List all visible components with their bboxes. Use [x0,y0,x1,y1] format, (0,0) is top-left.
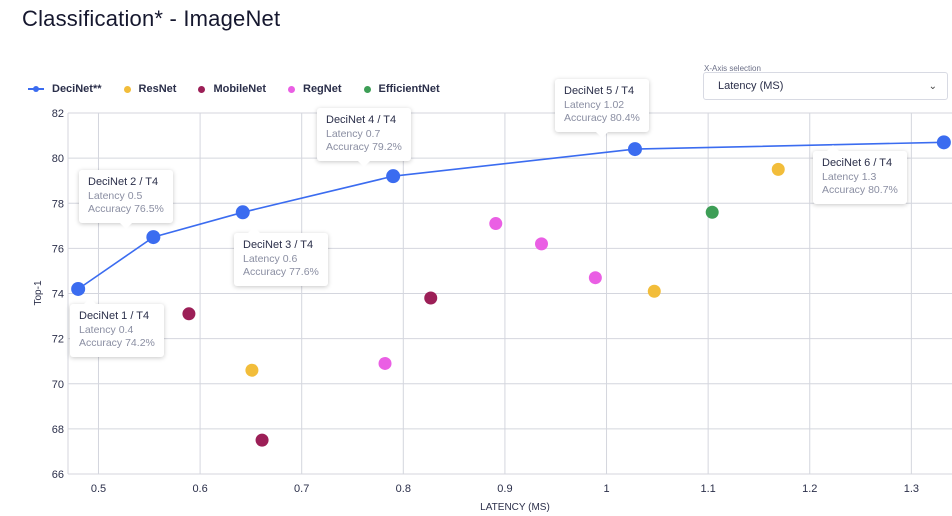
x-tick-label: 1.1 [700,483,715,495]
legend-label-resnet: ResNet [138,83,177,95]
tooltip-title: DeciNet 5 / T4 [564,85,635,97]
data-point-efficientnet [705,205,719,219]
tooltip-title: DeciNet 2 / T4 [88,176,159,188]
data-point-decinet [146,230,161,245]
data-point-decinet [71,281,86,296]
legend-item-mobilenet[interactable]: MobileNet [198,83,266,95]
x-tick-label: 1 [603,483,609,495]
legend-item-resnet[interactable]: ResNet [123,83,177,95]
y-tick-label: 82 [52,108,64,120]
y-tick-label: 66 [52,469,64,481]
chart-legend: DeciNet** ResNet MobileNet RegNet Effici… [28,83,440,95]
series-line-decinet [77,141,944,290]
data-point-resnet [245,363,259,377]
tooltip-latency: Latency 0.6 [243,252,298,265]
x-axis-select[interactable]: Latency (MS) ⌄ [703,72,948,100]
data-point-decinet [386,169,401,184]
page-title: Classification* - ImageNet [22,6,281,31]
tooltip-decinet-1: DeciNet 1 / T4 Latency 0.4 Accuracy 74.2… [70,298,164,357]
legend-item-decinet[interactable]: DeciNet** [28,83,102,95]
legend-label-efficientnet: EfficientNet [378,83,440,95]
tooltip-decinet-3: DeciNet 3 / T4 Latency 0.6 Accuracy 77.6… [234,227,328,286]
legend-label-regnet: RegNet [303,83,342,95]
data-point-mobilenet [255,433,269,447]
tooltip-title: DeciNet 6 / T4 [822,157,893,169]
tooltip-latency: Latency 0.5 [88,189,143,202]
tooltip-latency: Latency 0.7 [326,127,381,140]
legend-item-regnet[interactable]: RegNet [288,83,342,95]
tooltip-accuracy: Accuracy 74.2% [79,337,155,349]
data-point-decinet [627,142,642,157]
tooltip-latency: Latency 1.02 [564,98,625,111]
x-tick-label: 1.2 [802,483,817,495]
y-tick-label: 72 [52,334,64,346]
x-tick-label: 0.6 [192,483,207,495]
data-point-regnet [534,237,548,251]
tooltip-accuracy: Accuracy 80.4% [564,112,640,124]
tooltip-accuracy: Accuracy 80.7% [822,184,898,196]
x-axis-selection-label: X-Axis selection [704,64,761,73]
data-point-mobilenet [424,291,438,305]
tooltip-decinet-5: DeciNet 5 / T4 Latency 1.02 Accuracy 80.… [555,79,649,137]
tooltip-title: DeciNet 1 / T4 [79,310,150,322]
legend-marker-mobilenet [198,85,206,93]
x-tick-label: 0.5 [91,483,106,495]
y-tick-label: 80 [52,153,64,165]
tooltip-accuracy: Accuracy 77.6% [243,266,319,278]
tooltip-decinet-2: DeciNet 2 / T4 Latency 0.5 Accuracy 76.5… [79,170,173,228]
tooltip-accuracy: Accuracy 76.5% [88,203,164,215]
tooltip-decinet-6: DeciNet 6 / T4 Latency 1.3 Accuracy 80.7… [813,145,907,204]
legend-marker-resnet [123,85,131,93]
data-point-regnet [588,271,602,285]
data-point-regnet [489,217,503,231]
x-tick-label: 0.8 [396,483,411,495]
tooltip-latency: Latency 1.3 [822,170,877,183]
legend-marker-regnet [288,85,295,93]
data-point-decinet [235,205,250,220]
x-tick-label: 1.3 [904,483,919,495]
chevron-down-icon[interactable]: ⌄ [928,80,937,92]
tooltip-accuracy: Accuracy 79.2% [326,141,402,153]
legend-marker-decinet [28,86,44,92]
legend-item-efficientnet[interactable]: EfficientNet [363,83,440,95]
x-axis-label: LATENCY (MS) [480,502,550,513]
tooltip-decinet-4: DeciNet 4 / T4 Latency 0.7 Accuracy 79.2… [317,108,411,166]
y-tick-label: 70 [52,379,64,391]
legend-marker-efficientnet [363,85,371,93]
tooltip-title: DeciNet 3 / T4 [243,239,314,251]
y-tick-label: 68 [52,424,64,436]
x-tick-label: 0.7 [294,483,309,495]
y-tick-label: 76 [52,243,64,255]
x-axis-select-value: Latency (MS) [718,80,784,92]
x-tick-label: 0.9 [497,483,512,495]
tooltip-title: DeciNet 4 / T4 [326,114,397,126]
data-point-resnet [647,284,661,298]
data-point-mobilenet [182,307,196,321]
tooltip-latency: Latency 0.4 [79,323,134,336]
data-point-decinet [936,135,951,150]
y-axis-label: Top-1 [33,280,44,305]
data-point-resnet [771,162,785,176]
data-point-regnet [378,356,392,370]
y-tick-label: 78 [52,198,64,210]
legend-label-mobilenet: MobileNet [213,83,266,95]
y-tick-label: 74 [52,289,64,301]
legend-label-decinet: DeciNet** [52,83,102,95]
